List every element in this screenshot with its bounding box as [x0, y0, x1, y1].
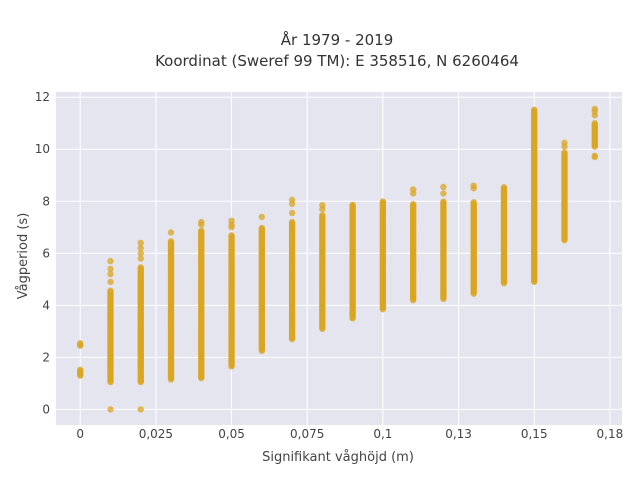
data-point: [258, 224, 266, 232]
y-axis-ticks: 0 2 4 6 8 10 12: [35, 90, 50, 416]
chart-subtitle: Koordinat (Sweref 99 TM): E 358516, N 62…: [155, 52, 519, 70]
data-point: [349, 201, 356, 208]
x-axis-ticks: 0 0,025 0,05 0,075 0,1 0,13 0,15 0,18: [76, 427, 623, 441]
data-point: [470, 199, 477, 206]
data-point: [137, 239, 144, 247]
data-point: [77, 340, 84, 347]
data-point: [258, 213, 266, 221]
data-point: [561, 149, 568, 156]
data-point: [591, 105, 598, 113]
x-tick-label: 0,18: [597, 427, 624, 441]
data-point: [591, 152, 598, 160]
data-point: [137, 406, 144, 413]
data-point: [137, 244, 144, 252]
x-tick-label: 0,05: [218, 427, 245, 441]
data-point: [107, 257, 114, 265]
data-point: [288, 209, 296, 217]
y-tick-label: 2: [42, 350, 50, 364]
x-tick-label: 0,13: [445, 427, 472, 441]
data-point: [137, 250, 144, 257]
data-point: [107, 265, 114, 273]
data-point: [198, 227, 205, 234]
data-point: [107, 287, 114, 294]
chart-title: År 1979 - 2019: [281, 30, 394, 49]
grid: [56, 92, 622, 425]
x-tick-label: 0,075: [290, 427, 324, 441]
data-point: [107, 406, 114, 413]
x-tick-label: 0,025: [139, 427, 173, 441]
data-point: [500, 184, 508, 191]
y-tick-label: 6: [42, 246, 50, 260]
x-tick-label: 0,1: [373, 427, 392, 441]
data-point: [409, 186, 417, 193]
data-point: [440, 183, 447, 191]
data-point: [319, 201, 326, 209]
data-point: [107, 278, 114, 286]
y-axis-label: Vågperiod (s): [16, 213, 31, 300]
data-points: [77, 105, 598, 413]
data-point: [228, 217, 235, 224]
y-tick-label: 12: [35, 90, 50, 104]
y-tick-label: 4: [42, 298, 50, 312]
x-tick-label: 0: [76, 427, 84, 441]
data-point: [440, 198, 447, 205]
data-point: [561, 139, 568, 146]
x-tick-label: 0,15: [521, 427, 548, 441]
data-point: [228, 232, 235, 239]
data-point: [379, 198, 387, 205]
data-point: [137, 255, 144, 262]
data-point: [198, 218, 205, 226]
data-point: [288, 218, 296, 226]
y-tick-label: 10: [35, 142, 50, 156]
data-point: [319, 211, 326, 219]
data-point: [531, 106, 538, 114]
data-point: [288, 196, 296, 204]
data-point: [167, 229, 175, 236]
plot-area: [56, 92, 622, 425]
data-point: [167, 238, 175, 245]
x-axis-label: Signifikant våghöjd (m): [262, 450, 414, 465]
data-point: [107, 270, 114, 278]
data-point: [77, 366, 84, 373]
data-point: [440, 190, 447, 197]
data-point: [137, 264, 144, 271]
data-point: [591, 120, 598, 127]
data-point: [470, 182, 477, 189]
y-tick-label: 0: [42, 402, 50, 416]
y-tick-label: 8: [42, 194, 50, 208]
data-point: [409, 200, 417, 208]
